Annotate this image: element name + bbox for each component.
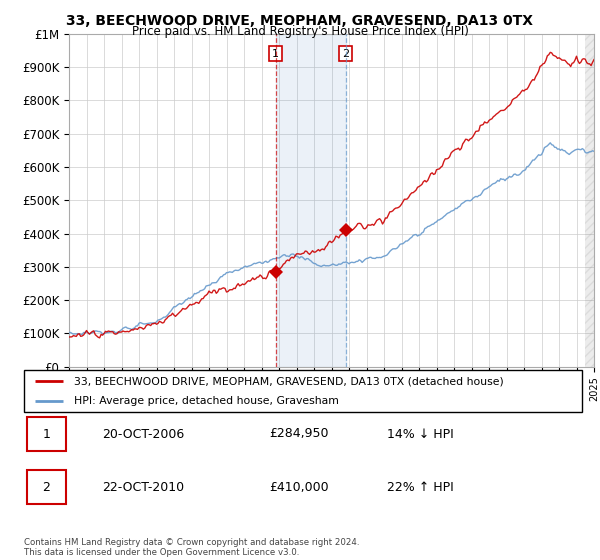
Text: 2: 2 — [342, 49, 349, 59]
Text: 22-OCT-2010: 22-OCT-2010 — [102, 480, 184, 494]
Bar — [585, 34, 594, 367]
Text: 33, BEECHWOOD DRIVE, MEOPHAM, GRAVESEND, DA13 0TX (detached house): 33, BEECHWOOD DRIVE, MEOPHAM, GRAVESEND,… — [74, 376, 504, 386]
Text: 2: 2 — [43, 480, 50, 494]
Text: 14% ↓ HPI: 14% ↓ HPI — [387, 427, 454, 441]
FancyBboxPatch shape — [24, 370, 582, 412]
Text: 1: 1 — [272, 49, 279, 59]
Text: £284,950: £284,950 — [269, 427, 329, 441]
Bar — [275, 34, 346, 367]
FancyBboxPatch shape — [27, 417, 66, 451]
Text: HPI: Average price, detached house, Gravesham: HPI: Average price, detached house, Grav… — [74, 396, 339, 406]
Text: 1: 1 — [43, 427, 50, 441]
Text: Price paid vs. HM Land Registry's House Price Index (HPI): Price paid vs. HM Land Registry's House … — [131, 25, 469, 38]
FancyBboxPatch shape — [27, 470, 66, 504]
Text: £410,000: £410,000 — [269, 480, 329, 494]
Text: 20-OCT-2006: 20-OCT-2006 — [102, 427, 184, 441]
Text: 33, BEECHWOOD DRIVE, MEOPHAM, GRAVESEND, DA13 0TX: 33, BEECHWOOD DRIVE, MEOPHAM, GRAVESEND,… — [67, 14, 533, 28]
Text: 22% ↑ HPI: 22% ↑ HPI — [387, 480, 454, 494]
Text: Contains HM Land Registry data © Crown copyright and database right 2024.
This d: Contains HM Land Registry data © Crown c… — [24, 538, 359, 557]
